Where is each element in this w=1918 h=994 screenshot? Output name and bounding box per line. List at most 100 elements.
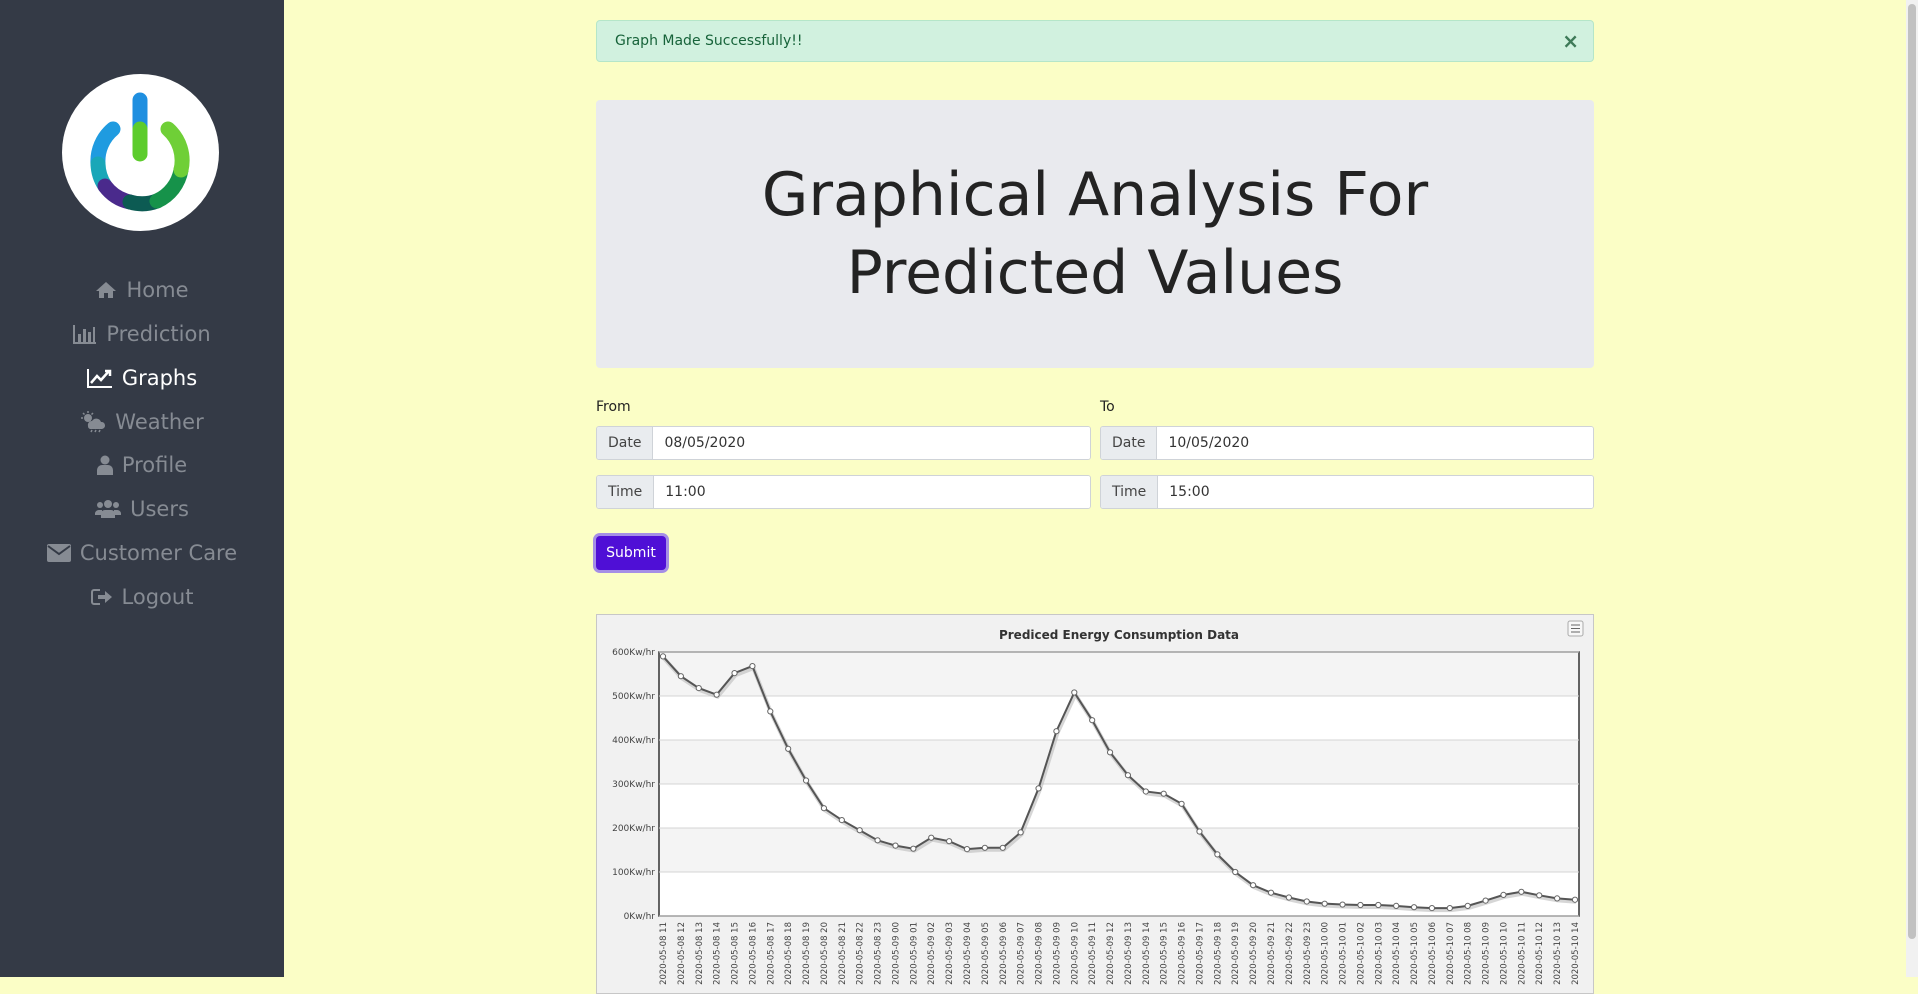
data-point[interactable]	[1446, 904, 1453, 912]
data-point[interactable]	[1196, 828, 1203, 835]
x-tick-label: 2020-05-08 11	[659, 922, 669, 985]
data-point[interactable]	[1393, 902, 1400, 909]
data-point[interactable]	[1500, 891, 1507, 898]
data-point[interactable]	[1142, 788, 1149, 795]
data-point[interactable]	[1250, 882, 1257, 889]
x-tick-label: 2020-05-10 00	[1321, 922, 1331, 985]
y-tick-label: 100Kw/hr	[612, 868, 655, 878]
sidebar-item-prediction[interactable]: Prediction	[0, 316, 284, 352]
logo[interactable]	[62, 74, 219, 231]
data-point[interactable]	[856, 827, 863, 834]
data-point[interactable]	[1124, 772, 1132, 779]
sidebar-item-profile[interactable]: Profile	[0, 447, 284, 483]
x-tick-label: 2020-05-10 08	[1464, 922, 1474, 985]
submit-button[interactable]: Submit	[596, 536, 666, 570]
data-point[interactable]	[1339, 901, 1346, 908]
y-tick-label: 0Kw/hr	[624, 912, 656, 922]
data-point[interactable]	[1321, 900, 1328, 907]
chart-container: Prediced Energy Consumption Data 0Kw/hr 1…	[596, 614, 1594, 994]
x-tick-label: 2020-05-10 13	[1553, 922, 1563, 985]
data-point[interactable]	[963, 846, 971, 853]
data-point[interactable]	[767, 708, 774, 715]
data-point[interactable]	[1536, 892, 1543, 899]
data-point[interactable]	[731, 670, 738, 677]
x-tick-label: 2020-05-09 08	[1035, 922, 1045, 985]
data-point[interactable]	[1214, 851, 1221, 858]
data-point[interactable]	[1232, 868, 1239, 876]
data-point[interactable]	[749, 662, 756, 670]
x-tick-label: 2020-05-08 20	[820, 922, 830, 985]
sidebar-item-label: Logout	[121, 585, 194, 609]
data-point[interactable]	[999, 844, 1006, 851]
scrollbar[interactable]	[1906, 0, 1918, 977]
data-point[interactable]	[1160, 790, 1167, 797]
data-point[interactable]	[695, 684, 702, 692]
data-point[interactable]	[1554, 895, 1561, 902]
data-point[interactable]	[1375, 901, 1382, 909]
data-point[interactable]	[1571, 896, 1579, 903]
sidebar-item-customer-care[interactable]: Customer Care	[0, 535, 284, 571]
data-point[interactable]	[820, 805, 828, 812]
from-time-input[interactable]	[654, 476, 1090, 508]
data-point[interactable]	[910, 845, 917, 852]
data-point[interactable]	[1106, 749, 1114, 756]
y-tick-label: 600Kw/hr	[612, 648, 655, 658]
data-point[interactable]	[713, 691, 720, 698]
chart-menu-icon[interactable]	[1567, 620, 1584, 637]
data-point[interactable]	[802, 777, 810, 784]
x-tick-label: 2020-05-09 12	[1106, 922, 1116, 985]
data-point[interactable]	[1071, 689, 1078, 696]
data-point[interactable]	[1410, 904, 1418, 911]
data-point[interactable]	[1518, 888, 1525, 895]
x-tick-label: 2020-05-08 17	[766, 922, 776, 985]
grid-band	[659, 696, 1579, 740]
data-point[interactable]	[892, 842, 899, 849]
data-point[interactable]	[1017, 829, 1024, 836]
data-point[interactable]	[785, 745, 792, 752]
data-point[interactable]	[1303, 898, 1310, 905]
data-point[interactable]	[677, 673, 684, 680]
data-point[interactable]	[838, 816, 845, 824]
close-icon[interactable]: ×	[1562, 29, 1579, 53]
sidebar-item-users[interactable]: Users	[0, 491, 284, 527]
line-chart: Prediced Energy Consumption Data 0Kw/hr 1…	[612, 620, 1584, 985]
weather-icon	[81, 411, 106, 433]
data-point[interactable]	[1285, 894, 1292, 901]
scrollbar-thumb[interactable]	[1908, 4, 1916, 939]
data-point[interactable]	[1267, 889, 1275, 896]
chart-title: Prediced Energy Consumption Data	[999, 628, 1239, 642]
sidebar-item-graphs[interactable]: Graphs	[0, 360, 284, 396]
x-tick-label: 2020-05-10 11	[1517, 922, 1527, 985]
sidebar-item-logout[interactable]: Logout	[0, 579, 284, 615]
data-point[interactable]	[946, 838, 953, 845]
series-line	[662, 655, 1576, 910]
sidebar-item-home[interactable]: Home	[0, 272, 284, 308]
to-time-input[interactable]	[1158, 476, 1593, 508]
data-point[interactable]	[874, 837, 881, 844]
data-point[interactable]	[1178, 800, 1185, 807]
data-point[interactable]	[1428, 904, 1436, 912]
x-tick-label: 2020-05-09 04	[963, 922, 973, 985]
data-point[interactable]	[981, 844, 988, 851]
x-tick-label: 2020-05-09 05	[981, 922, 991, 985]
data-point[interactable]	[1035, 785, 1042, 792]
grid-band	[659, 652, 1579, 696]
to-time-group: Time	[1100, 475, 1594, 509]
home-icon	[96, 282, 117, 298]
data-point[interactable]	[1464, 902, 1471, 909]
x-tick-label: 2020-05-08 15	[731, 922, 741, 985]
to-date-input[interactable]	[1157, 427, 1593, 459]
x-tick-label: 2020-05-10 14	[1571, 922, 1581, 985]
data-point[interactable]	[1089, 717, 1096, 724]
x-tick-label: 2020-05-09 02	[927, 922, 937, 985]
data-point[interactable]	[1482, 897, 1489, 904]
data-point[interactable]	[659, 653, 667, 660]
from-date-input[interactable]	[653, 427, 1090, 459]
data-point[interactable]	[1357, 901, 1364, 909]
success-alert: Graph Made Successfully!! ×	[596, 20, 1594, 62]
x-tick-label: 2020-05-08 16	[748, 922, 758, 985]
data-point[interactable]	[1053, 728, 1060, 735]
data-point[interactable]	[928, 834, 935, 841]
sidebar-item-weather[interactable]: Weather	[0, 404, 284, 440]
date-addon: Date	[1101, 427, 1158, 459]
